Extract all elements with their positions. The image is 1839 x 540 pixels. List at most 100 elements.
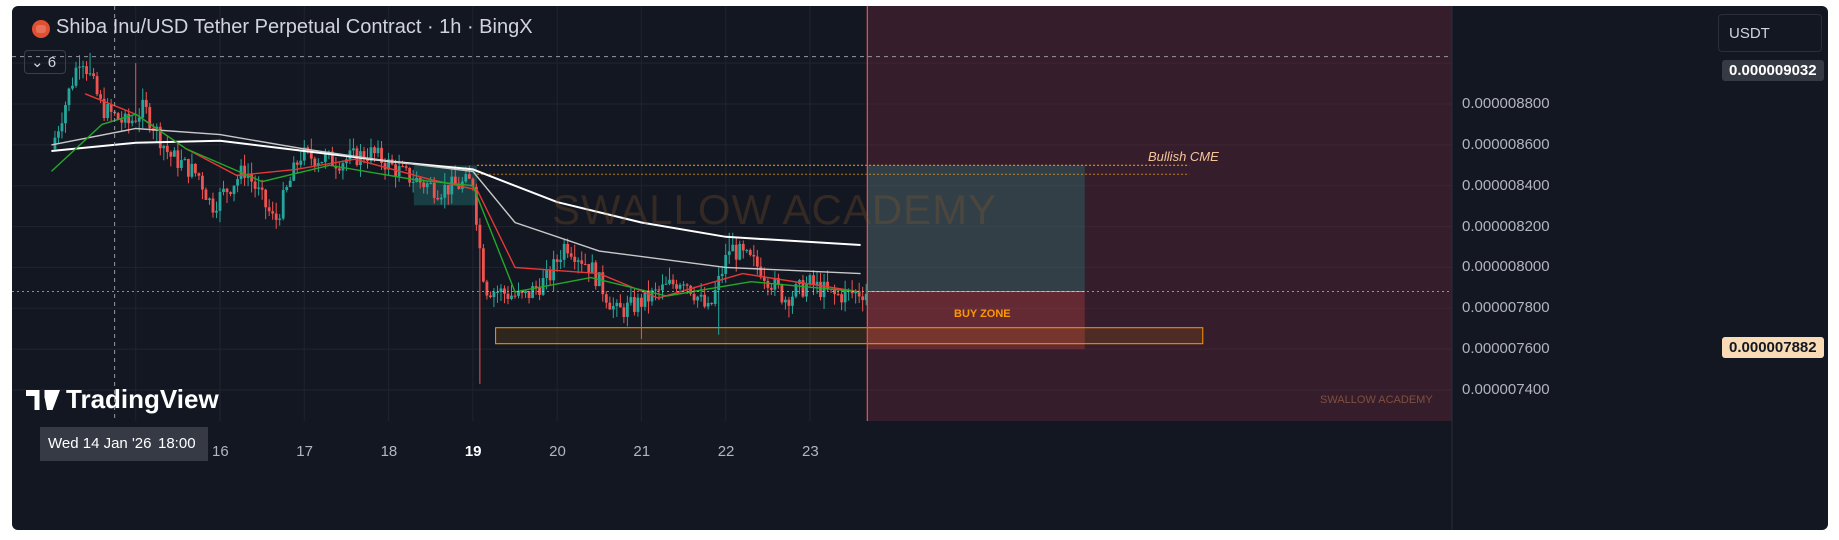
candle-body bbox=[731, 244, 735, 252]
candle-body bbox=[608, 302, 612, 310]
candle-body bbox=[158, 126, 162, 149]
candle-body bbox=[341, 163, 345, 171]
chart-frame[interactable]: Shiba Inu/USD Tether Perpetual Contract … bbox=[12, 6, 1828, 530]
candle-body bbox=[769, 287, 773, 290]
candle-body bbox=[141, 99, 145, 118]
candle-body bbox=[169, 152, 173, 157]
candle-body bbox=[503, 288, 506, 294]
candle-body bbox=[267, 207, 271, 212]
candle-body bbox=[548, 269, 552, 281]
candle-body bbox=[836, 294, 840, 296]
candle-body bbox=[144, 99, 148, 107]
price-axis-label: 0.000008600 bbox=[1462, 135, 1550, 153]
candle-body bbox=[211, 198, 215, 213]
candle-body bbox=[109, 103, 113, 112]
candle-body bbox=[805, 284, 808, 297]
price-axis-label: 0.000007400 bbox=[1462, 381, 1550, 398]
candle-body bbox=[225, 188, 229, 193]
candle-body bbox=[496, 291, 499, 293]
tradingview-logo[interactable]: TradingView bbox=[26, 384, 219, 415]
candle-body bbox=[229, 192, 232, 194]
indicator-collapse-button[interactable]: ⌄ 6 bbox=[24, 50, 66, 74]
candle-body bbox=[260, 187, 264, 190]
candle-body bbox=[208, 198, 211, 200]
candle-body bbox=[474, 186, 478, 225]
candle-body bbox=[99, 94, 102, 99]
candle-body bbox=[801, 280, 805, 297]
candle-body bbox=[629, 297, 633, 303]
chart-title: Shiba Inu/USD Tether Perpetual Contract … bbox=[56, 16, 533, 38]
time-axis-label: 20 bbox=[549, 443, 566, 460]
candle-body bbox=[833, 288, 836, 295]
time-axis-label: 18 bbox=[380, 443, 398, 460]
candle-body bbox=[411, 181, 415, 183]
candle-body bbox=[633, 297, 636, 312]
candle-body bbox=[689, 285, 692, 294]
candle-body bbox=[647, 290, 650, 302]
candle-body bbox=[643, 290, 647, 307]
time-axis-label: 21 bbox=[633, 443, 651, 460]
candle-body bbox=[784, 299, 787, 303]
candle-body bbox=[71, 85, 74, 89]
candle-body bbox=[148, 106, 152, 129]
candle-body bbox=[478, 224, 482, 249]
candle-body bbox=[555, 259, 559, 263]
candle-body bbox=[513, 295, 517, 297]
position-target-area bbox=[867, 165, 1085, 292]
candle-body bbox=[776, 277, 780, 286]
candle-body bbox=[668, 279, 671, 284]
candle-body bbox=[657, 289, 661, 291]
candle-body bbox=[517, 291, 520, 296]
candle-body bbox=[292, 162, 296, 181]
candle-body bbox=[618, 302, 622, 308]
candle-body bbox=[710, 303, 714, 305]
candle-body bbox=[580, 260, 584, 264]
candle-body bbox=[559, 259, 563, 263]
currency-selector[interactable]: USDT bbox=[1718, 14, 1822, 52]
candle-body bbox=[780, 285, 784, 303]
candle-body bbox=[288, 180, 292, 188]
candle-body bbox=[323, 154, 327, 163]
candle-body bbox=[446, 184, 450, 195]
candle-body bbox=[295, 162, 299, 165]
candle-body bbox=[285, 187, 289, 190]
bullish-cme-label: Bullish CME bbox=[1148, 149, 1219, 164]
chart-canvas[interactable] bbox=[12, 6, 1828, 530]
candle-body bbox=[524, 291, 527, 294]
candle-body bbox=[92, 73, 95, 77]
candle-body bbox=[404, 166, 408, 168]
watermark-text: SWALLOW ACADEMY bbox=[552, 186, 998, 233]
candle-body bbox=[791, 296, 794, 306]
candle-body bbox=[692, 293, 696, 301]
candle-body bbox=[527, 291, 531, 298]
candle-body bbox=[338, 168, 341, 171]
candle-body bbox=[661, 284, 664, 291]
candle-body bbox=[699, 294, 703, 297]
candle-body bbox=[197, 173, 201, 176]
candle-body bbox=[654, 289, 657, 291]
candle-body bbox=[808, 275, 812, 285]
ma-ema_mid-line bbox=[50, 113, 861, 297]
candle-body bbox=[819, 281, 822, 298]
candle-body bbox=[843, 290, 847, 303]
candle-body bbox=[727, 251, 731, 255]
candle-body bbox=[57, 131, 60, 138]
candle-body bbox=[485, 281, 489, 296]
candle-body bbox=[218, 192, 222, 211]
candle-body bbox=[302, 147, 306, 161]
candle-body bbox=[450, 176, 454, 195]
candle-body bbox=[664, 283, 668, 285]
candle-body bbox=[334, 165, 338, 169]
candle-body bbox=[499, 288, 503, 292]
candle-body bbox=[741, 243, 745, 251]
candle-body bbox=[81, 66, 85, 68]
candle-body bbox=[362, 151, 366, 160]
candle-body bbox=[243, 165, 246, 178]
ma-slow-line bbox=[51, 139, 861, 246]
candle-body bbox=[299, 160, 303, 165]
candle-body bbox=[436, 197, 440, 200]
candle-body bbox=[611, 306, 615, 310]
candle-body bbox=[576, 260, 580, 262]
candle-body bbox=[422, 182, 426, 188]
candle-body bbox=[120, 119, 124, 123]
